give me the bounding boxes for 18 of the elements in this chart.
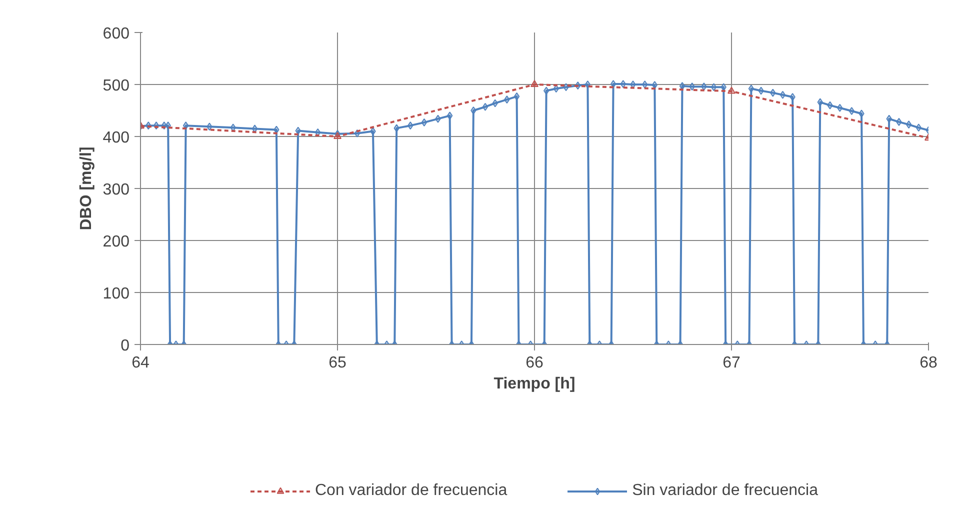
x-tick-label: 65 (328, 354, 346, 372)
x-tick-label: 66 (526, 354, 544, 372)
x-axis-title: Tiempo [h] (494, 376, 576, 392)
x-tick-label: 67 (722, 354, 740, 372)
y-tick-label: 600 (102, 26, 130, 42)
y-tick-label: 0 (120, 338, 130, 354)
x-tick-label: 64 (132, 354, 150, 372)
y-tick-label: 300 (102, 182, 130, 198)
point (728, 86, 736, 94)
x-tick-label: 68 (920, 354, 938, 372)
legend-label: Sin variador de frecuencia (632, 482, 818, 500)
y-tick-label: 100 (102, 286, 130, 302)
y-tick-label: 500 (102, 78, 130, 94)
point (530, 80, 538, 88)
y-axis-title: DBO [mg/l] (78, 146, 95, 230)
legend-label: Con variador de frecuencia (315, 482, 508, 500)
y-tick-label: 400 (102, 130, 130, 146)
y-tick-label: 200 (102, 234, 130, 250)
